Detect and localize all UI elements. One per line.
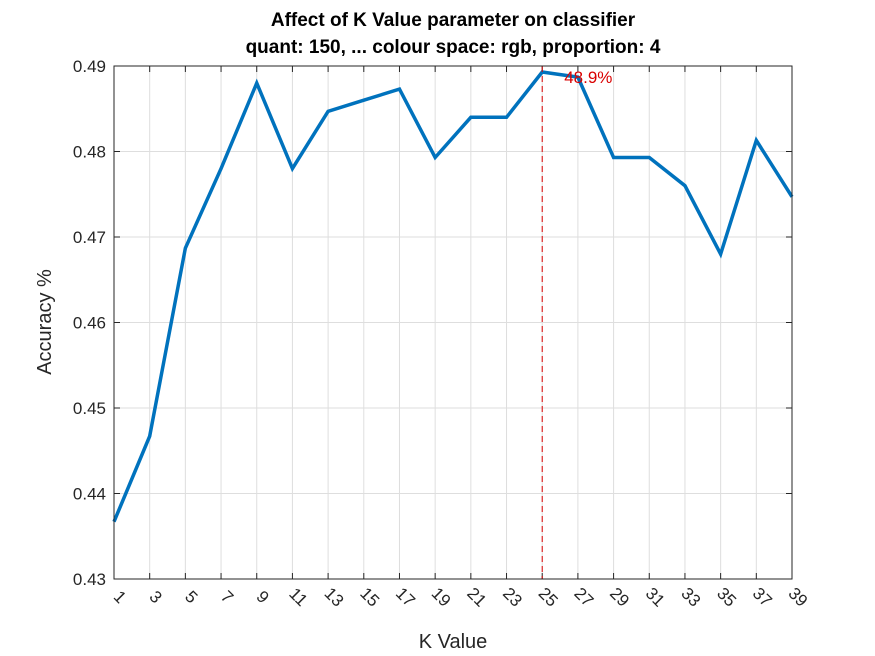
annotation-label: 48.9% xyxy=(564,68,612,87)
x-tick-label: 7 xyxy=(217,587,237,607)
x-tick-label: 19 xyxy=(428,584,455,611)
x-tick-label: 23 xyxy=(499,584,526,611)
y-tick-label: 0.44 xyxy=(73,485,106,504)
annotation-layer: 48.9% xyxy=(541,66,612,579)
x-tick-label: 39 xyxy=(784,584,811,611)
x-tick-label: 35 xyxy=(713,584,740,611)
y-tick-label: 0.48 xyxy=(73,143,106,162)
y-tick-labels: 0.43 0.44 0.45 0.46 0.47 0.48 0.49 xyxy=(73,57,106,589)
y-axis-label: Accuracy % xyxy=(34,269,56,375)
y-tick-label: 0.47 xyxy=(73,228,106,247)
y-tick-label: 0.46 xyxy=(73,314,106,333)
y-tick-label: 0.45 xyxy=(73,399,106,418)
x-tick-label: 27 xyxy=(570,584,597,611)
plot-frame xyxy=(113,65,793,580)
x-tick-label: 5 xyxy=(181,587,201,607)
x-tick-label: 33 xyxy=(677,584,704,611)
y-tick-label: 0.49 xyxy=(73,57,106,76)
y-tick-label: 0.43 xyxy=(73,570,106,589)
chart-title: Affect of K Value parameter on classifie… xyxy=(271,10,636,31)
grid xyxy=(114,66,792,579)
x-tick-label: 17 xyxy=(392,584,419,611)
x-tick-label: 3 xyxy=(146,587,166,607)
x-tick-label: 25 xyxy=(535,584,562,611)
x-tick-label: 21 xyxy=(463,584,490,611)
chart-subtitle: quant: 150, ... colour space: rgb, propo… xyxy=(246,37,661,58)
x-tick-label: 9 xyxy=(253,587,273,607)
x-axis-label: K Value xyxy=(419,631,488,653)
x-tick-label: 31 xyxy=(642,584,669,611)
x-tick-label: 15 xyxy=(356,584,383,611)
x-tick-label: 37 xyxy=(749,584,776,611)
series-layer xyxy=(112,70,794,523)
x-tick-label: 13 xyxy=(321,584,348,611)
accuracy-series-line xyxy=(112,70,794,523)
x-tick-label: 29 xyxy=(606,584,633,611)
x-tick-labels: 1 3 5 7 9 11 13 15 17 19 21 23 25 27 29 31 33 35 37 39 xyxy=(110,584,811,611)
x-tick-label: 1 xyxy=(110,587,130,607)
x-tick-label: 11 xyxy=(285,584,311,610)
